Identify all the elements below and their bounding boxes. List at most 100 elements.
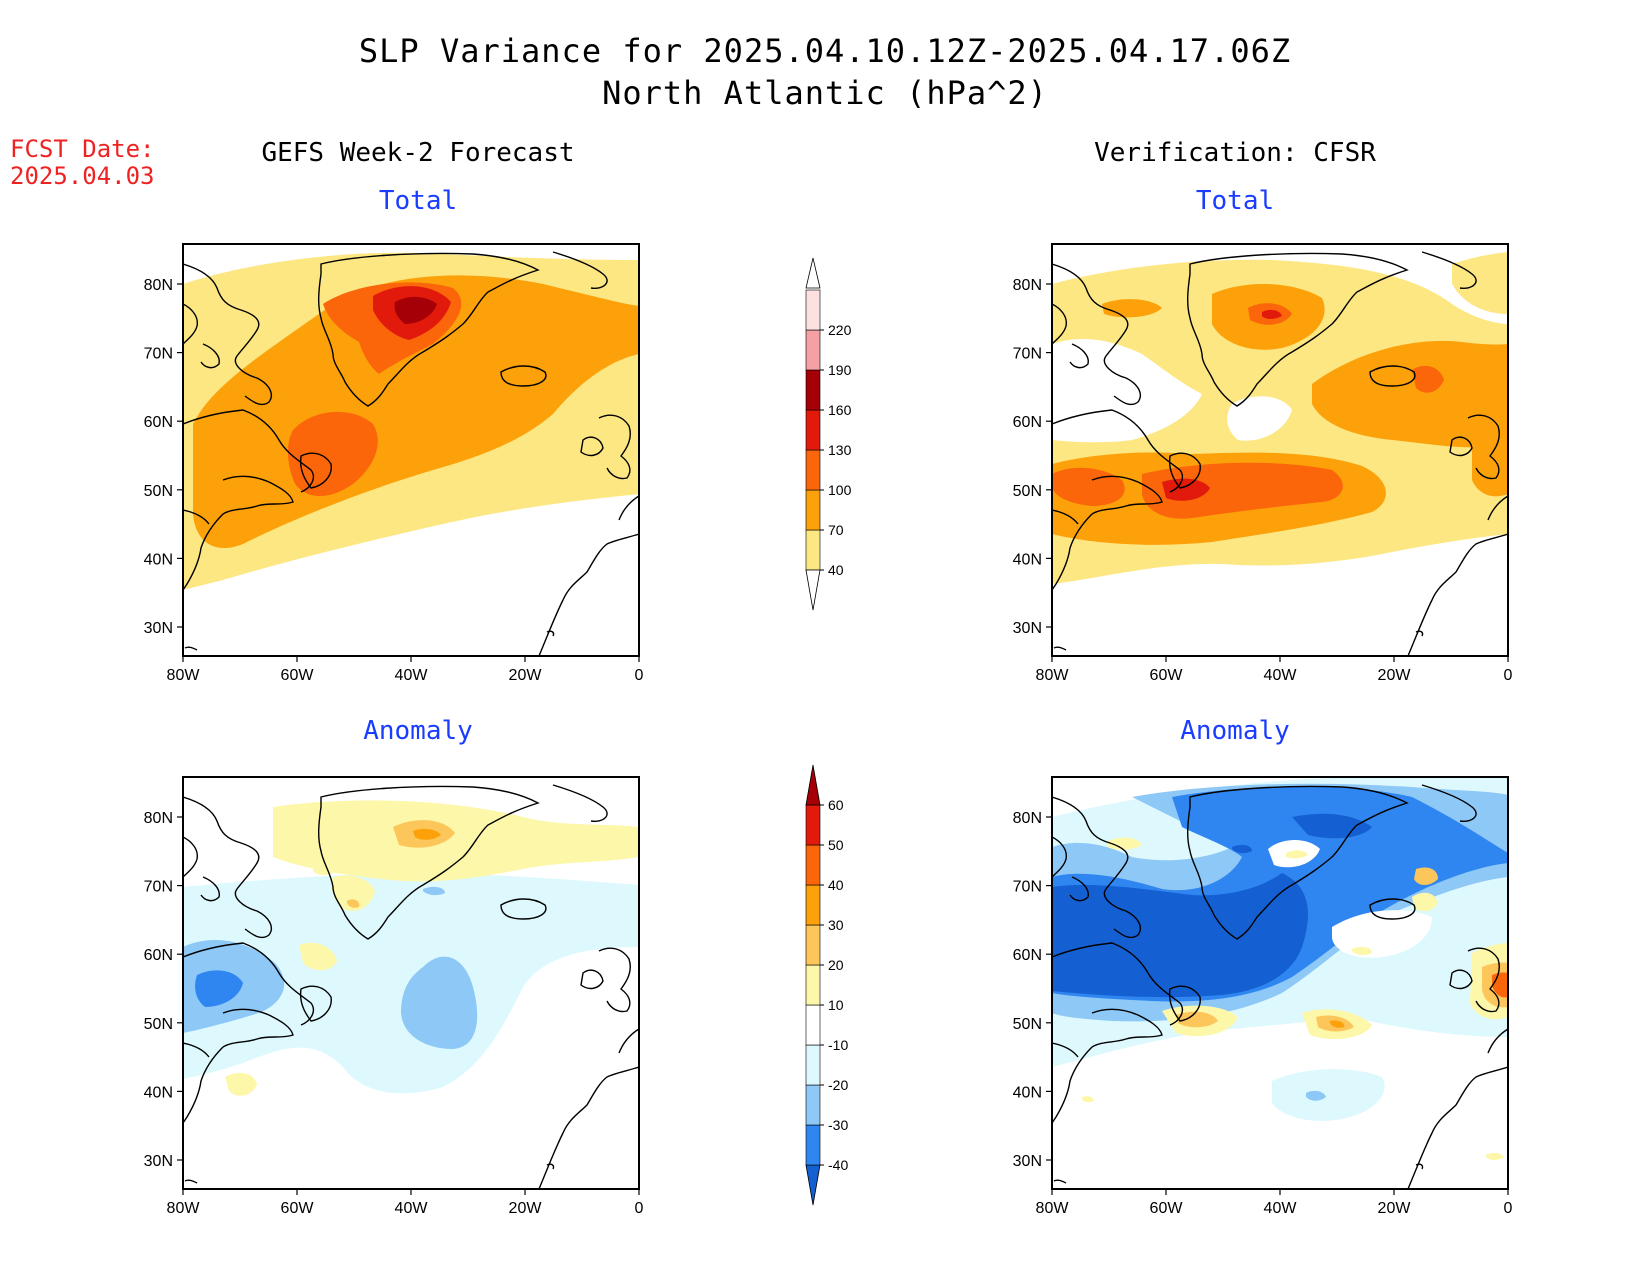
lat-label: 60N [144,947,173,964]
main-subtitle: North Atlantic (hPa^2) [602,74,1048,112]
colorbar-label: 20 [828,957,844,973]
lat-label: 80N [144,277,173,294]
lat-label: 30N [144,1153,173,1170]
lon-label: 60W [1150,1200,1184,1217]
colorbar-label: 220 [828,322,852,338]
lon-label: 80W [167,1200,201,1217]
lat-label: 30N [1013,1153,1042,1170]
lat-label: 80N [144,810,173,827]
lon-label: 40W [1264,1200,1298,1217]
colorbar-label: -20 [828,1077,848,1093]
lon-label: 40W [395,667,429,684]
colorbar-bottom-arrow [805,1164,821,1206]
colorbar-swatch [805,489,821,531]
colorbar-label: 130 [828,442,852,458]
lon-label: 20W [509,1200,543,1217]
colorbar-label: -10 [828,1037,848,1053]
forecast-anomaly-subtitle: Anomaly [363,716,473,746]
colorbar-label: 60 [828,797,844,813]
lat-label: 70N [1013,879,1042,896]
lat-label: 70N [144,346,173,363]
lon-label: 60W [281,1200,315,1217]
colorbar-swatch [805,844,821,886]
lat-label: 30N [1013,620,1042,637]
lat-label: 30N [144,620,173,637]
lat-label: 40N [144,551,173,568]
lat-label: 60N [144,414,173,431]
colorbar-swatch [805,884,821,926]
colorbar-label: 10 [828,997,844,1013]
fcst-label: FCST Date: [10,135,155,163]
colorbar-swatch [805,1044,821,1086]
colorbar-swatch [805,329,821,371]
colorbar-swatch [805,449,821,491]
colorbar-swatch [805,964,821,1006]
verification-total-map [1051,243,1509,657]
lat-label: 70N [144,879,173,896]
lat-label: 40N [1013,551,1042,568]
colorbar-top-arrow [805,257,821,289]
colorbar-label: 160 [828,402,852,418]
colorbar-label: -40 [828,1157,848,1173]
lat-label: 40N [144,1084,173,1101]
axes-layer: 30N 40N 50N 60N 70N 80N 80W 60W 40W 20W 0 30N 40N 50N… [144,277,1513,1217]
lat-label: 40N [1013,1084,1042,1101]
fcst-date-label: FCST Date: 2025.04.03 [10,136,155,190]
colorbar-label: 190 [828,362,852,378]
verification-anomaly-map [1051,776,1509,1190]
colorbar-swatch [805,1124,821,1166]
lat-label: 60N [1013,947,1042,964]
lon-label: 20W [1378,1200,1412,1217]
lon-label: 80W [1036,667,1070,684]
lat-label: 50N [144,483,173,500]
lat-label: 50N [1013,483,1042,500]
main-title: SLP Variance for 2025.04.10.12Z-2025.04.… [358,32,1292,70]
forecast-column-title: GEFS Week-2 Forecast [261,138,575,168]
lon-label: 60W [1150,667,1184,684]
colorbar-anomaly: -40 -30 -20 -10 10 20 30 40 50 60 [805,764,848,1206]
colorbar-label: 40 [828,562,844,578]
fcst-date: 2025.04.03 [10,162,155,190]
colorbar-swatch [805,924,821,966]
colorbar-bottom-arrow [805,569,821,611]
lon-label: 40W [395,1200,429,1217]
lon-label: 0 [635,1200,644,1217]
lon-label: 0 [1504,1200,1513,1217]
forecast-anomaly-map [182,776,640,1190]
colorbar-label: -30 [828,1117,848,1133]
colorbar-total: 40 70 100 130 160 190 220 [805,257,852,611]
lon-label: 20W [1378,667,1412,684]
lon-label: 20W [509,667,543,684]
verification-column-title: Verification: CFSR [1094,138,1376,168]
lon-label: 80W [1036,1200,1070,1217]
lon-label: 60W [281,667,315,684]
colorbar-swatch [805,804,821,846]
colorbar-label: 40 [828,877,844,893]
lat-label: 80N [1013,810,1042,827]
lat-label: 50N [144,1016,173,1033]
colorbar-swatch [805,1004,821,1046]
verification-total-subtitle: Total [1195,186,1275,216]
lat-label: 80N [1013,277,1042,294]
lon-label: 0 [1504,667,1513,684]
colorbar-label: 70 [828,522,844,538]
colorbar-top-arrow [805,764,821,806]
verification-anomaly-subtitle: Anomaly [1180,716,1290,746]
forecast-total-subtitle: Total [378,186,458,216]
colorbar-swatch [805,289,821,331]
lat-label: 60N [1013,414,1042,431]
colorbar-swatch [805,369,821,411]
colorbar-swatch [805,1084,821,1126]
lat-label: 50N [1013,1016,1042,1033]
colorbar-swatch [805,409,821,451]
colorbar-label: 50 [828,837,844,853]
colorbar-swatch [805,529,821,571]
lon-label: 0 [635,667,644,684]
lat-label: 70N [1013,346,1042,363]
colorbar-label: 100 [828,482,852,498]
forecast-total-map [182,243,640,657]
lon-label: 40W [1264,667,1298,684]
colorbar-label: 30 [828,917,844,933]
lon-label: 80W [167,667,201,684]
